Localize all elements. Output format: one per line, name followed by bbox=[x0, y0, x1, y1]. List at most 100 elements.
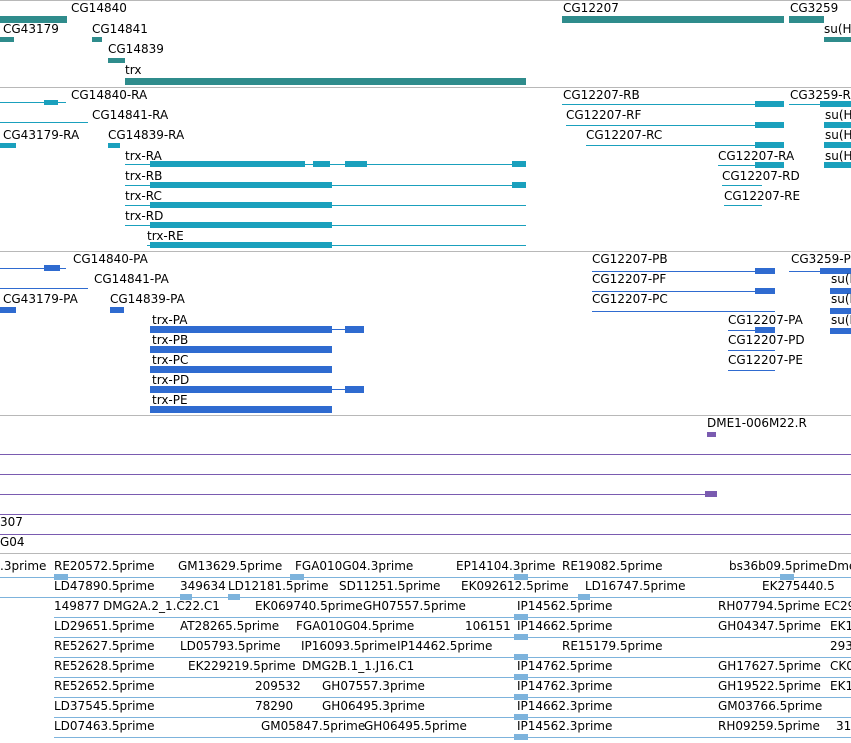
est-label[interactable]: IP14662.5prime bbox=[517, 619, 613, 633]
transcript-label[interactable]: CG12207-RB bbox=[563, 88, 640, 102]
transcript-label[interactable]: CG12207-RF bbox=[566, 108, 642, 122]
protein-label[interactable]: trx-PE bbox=[152, 393, 188, 407]
est-label[interactable]: GH04347.5prime bbox=[718, 619, 821, 633]
est-label[interactable]: IP14662.3prime bbox=[517, 699, 613, 713]
clone-feature[interactable] bbox=[0, 454, 851, 455]
gene-feature-cg14839[interactable] bbox=[108, 58, 125, 63]
transcript-feature[interactable] bbox=[562, 104, 784, 105]
est-label[interactable]: RE52652.5prime bbox=[54, 679, 155, 693]
protein-label[interactable]: CG12207-PA bbox=[728, 313, 803, 327]
transcript-feature[interactable] bbox=[0, 143, 16, 148]
est-label[interactable]: 106151 bbox=[465, 619, 511, 633]
clone-label[interactable]: 307 bbox=[0, 515, 23, 529]
est-feature[interactable] bbox=[54, 677, 851, 678]
protein-label[interactable]: trx-PD bbox=[152, 373, 190, 387]
est-label[interactable]: FGA010G04.3prime bbox=[295, 559, 414, 573]
est-feature[interactable] bbox=[54, 657, 851, 658]
est-label[interactable]: .3prime bbox=[0, 559, 47, 573]
est-label[interactable]: EK229219.5prime bbox=[188, 659, 296, 673]
protein-label[interactable]: CG14840-PA bbox=[73, 252, 148, 266]
protein-feature[interactable] bbox=[150, 366, 332, 373]
gene-feature-cg14841[interactable] bbox=[92, 37, 102, 42]
est-label[interactable]: 31 bbox=[836, 719, 851, 733]
protein-label[interactable]: CG12207-PB bbox=[592, 252, 668, 266]
protein-feature[interactable] bbox=[110, 307, 124, 313]
est-feature[interactable] bbox=[54, 717, 851, 718]
transcript-label[interactable]: CG12207-RD bbox=[722, 169, 800, 183]
est-label[interactable]: 209532 bbox=[255, 679, 301, 693]
est-label[interactable]: CK0 bbox=[830, 659, 851, 673]
transcript-label[interactable]: trx-RB bbox=[125, 169, 163, 183]
protein-feature[interactable] bbox=[728, 350, 775, 351]
protein-label[interactable]: CG12207-PD bbox=[728, 333, 805, 347]
est-label[interactable]: GH19522.5prime bbox=[718, 679, 821, 693]
transcript-label[interactable]: CG12207-RE bbox=[724, 189, 801, 203]
est-label[interactable]: EK1 bbox=[830, 679, 851, 693]
gene-label[interactable]: trx bbox=[125, 63, 142, 77]
est-label[interactable]: RH09259.5prime bbox=[718, 719, 820, 733]
protein-feature[interactable] bbox=[150, 346, 332, 353]
est-feature[interactable] bbox=[54, 617, 851, 618]
transcript-feature[interactable] bbox=[147, 245, 526, 246]
est-label[interactable]: IP14762.5prime bbox=[517, 659, 613, 673]
transcript-feature[interactable] bbox=[824, 142, 851, 148]
gene-label[interactable]: CG14840 bbox=[71, 1, 127, 15]
protein-feature[interactable] bbox=[150, 406, 332, 413]
protein-label[interactable]: su(H bbox=[831, 272, 851, 286]
est-label[interactable]: LD37545.5prime bbox=[54, 699, 155, 713]
est-label[interactable]: RE52627.5prime bbox=[54, 639, 155, 653]
protein-label[interactable]: CG12207-PE bbox=[728, 353, 803, 367]
transcript-feature[interactable] bbox=[0, 102, 66, 103]
transcript-feature[interactable] bbox=[0, 122, 88, 123]
est-label[interactable]: LD12181.5prime bbox=[228, 579, 329, 593]
est-feature[interactable] bbox=[54, 637, 851, 638]
protein-label[interactable]: CG14839-PA bbox=[110, 292, 185, 306]
transcript-label[interactable]: trx-RA bbox=[125, 149, 162, 163]
est-label[interactable]: GH07557.5prime bbox=[363, 599, 466, 613]
transcript-label[interactable]: su(H bbox=[825, 128, 851, 142]
est-label[interactable]: LD05793.5prime bbox=[180, 639, 281, 653]
est-label[interactable]: 293 bbox=[830, 639, 851, 653]
est-label[interactable]: AT28265.5prime bbox=[180, 619, 280, 633]
protein-feature[interactable] bbox=[830, 308, 851, 314]
est-label[interactable]: Dme bbox=[828, 559, 851, 573]
est-label[interactable]: RE52628.5prime bbox=[54, 659, 155, 673]
transcript-label[interactable]: CG12207-RC bbox=[586, 128, 663, 142]
est-label[interactable]: GM13629.5prime bbox=[178, 559, 283, 573]
est-label[interactable]: RH07794.5prime bbox=[718, 599, 820, 613]
est-label[interactable]: EK069740.5prime bbox=[255, 599, 363, 613]
protein-feature[interactable] bbox=[830, 288, 851, 294]
transcript-label[interactable]: CG14841-RA bbox=[92, 108, 169, 122]
est-label[interactable]: LD07463.5prime bbox=[54, 719, 155, 733]
gene-feature-cg43179[interactable] bbox=[0, 37, 14, 42]
est-label[interactable]: EP14104.3prime bbox=[456, 559, 556, 573]
clone-feature[interactable] bbox=[707, 432, 716, 437]
protein-label[interactable]: CG14841-PA bbox=[94, 272, 169, 286]
est-feature[interactable] bbox=[0, 577, 851, 578]
protein-label[interactable]: CG43179-PA bbox=[3, 292, 78, 306]
transcript-label[interactable]: CG14839-RA bbox=[108, 128, 185, 142]
protein-label[interactable]: trx-PA bbox=[152, 313, 188, 327]
transcript-label[interactable]: trx-RE bbox=[147, 229, 184, 243]
protein-feature[interactable] bbox=[728, 330, 775, 331]
est-label[interactable]: EC29 bbox=[824, 599, 851, 613]
est-label[interactable]: 149877 bbox=[54, 599, 100, 613]
transcript-label[interactable]: su(H bbox=[825, 149, 851, 163]
transcript-label[interactable]: CG12207-RA bbox=[718, 149, 795, 163]
est-label[interactable]: RE15179.5prime bbox=[562, 639, 663, 653]
est-label[interactable]: SD11251.5prime bbox=[339, 579, 441, 593]
est-label[interactable]: DMG2B.1_1.J16.C1 bbox=[302, 659, 415, 673]
protein-label[interactable]: trx-PB bbox=[152, 333, 189, 347]
transcript-label[interactable]: su(H bbox=[825, 108, 851, 122]
gene-feature-cg3259[interactable] bbox=[789, 16, 824, 23]
est-label[interactable]: GH07557.3prime bbox=[322, 679, 425, 693]
est-label[interactable]: EK092612.5prime bbox=[461, 579, 569, 593]
gene-label[interactable]: CG12207 bbox=[563, 1, 619, 15]
est-feature[interactable] bbox=[54, 737, 851, 738]
est-label[interactable]: IP14762.3prime bbox=[517, 679, 613, 693]
transcript-label[interactable]: CG3259-R bbox=[790, 88, 851, 102]
est-label[interactable]: GH06495.3prime bbox=[322, 699, 425, 713]
est-label[interactable]: 349634 bbox=[180, 579, 226, 593]
est-label[interactable]: IP14562.5prime bbox=[517, 599, 613, 613]
est-label[interactable]: bs36b09.5prime bbox=[729, 559, 828, 573]
